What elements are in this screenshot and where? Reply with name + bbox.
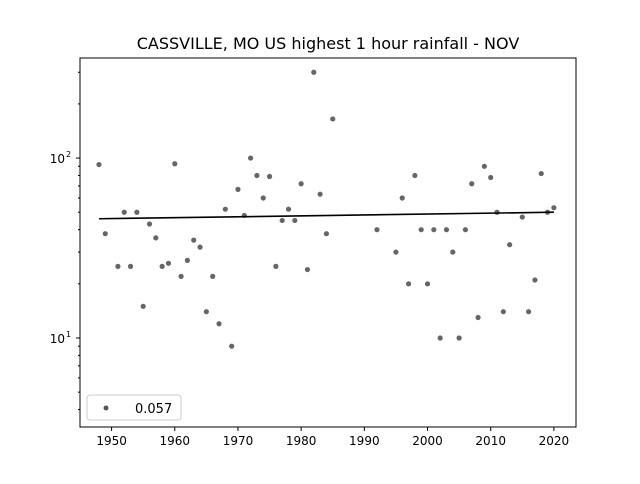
data-point xyxy=(551,205,557,211)
data-point xyxy=(203,309,209,315)
data-point xyxy=(115,263,121,269)
data-point xyxy=(184,257,191,263)
data-point xyxy=(279,217,285,224)
data-point xyxy=(431,227,437,233)
data-point xyxy=(437,335,443,341)
data-point xyxy=(146,221,153,227)
data-point xyxy=(469,181,475,187)
data-point xyxy=(500,309,506,315)
data-point xyxy=(222,206,228,212)
data-point xyxy=(96,161,102,168)
chart-title: CASSVILLE, MO US highest 1 hour rainfall… xyxy=(137,34,520,53)
x-tick-label: 2010 xyxy=(475,434,506,448)
data-point xyxy=(178,273,184,279)
data-point xyxy=(260,195,266,201)
data-point xyxy=(405,281,412,287)
trend-line xyxy=(98,211,554,220)
data-point xyxy=(134,209,140,215)
data-point xyxy=(266,173,273,180)
data-point xyxy=(450,249,456,255)
data-point xyxy=(424,281,431,287)
data-point xyxy=(519,214,525,220)
y-tick-exponent: 2 xyxy=(66,150,71,159)
data-point xyxy=(229,343,235,349)
data-point xyxy=(323,231,330,237)
x-tick-label: 2020 xyxy=(539,434,570,448)
data-point xyxy=(475,314,481,321)
plot-frame xyxy=(79,57,577,428)
x-tick-label: 1980 xyxy=(286,434,317,448)
data-point xyxy=(532,277,538,283)
legend-marker xyxy=(103,405,109,411)
data-point xyxy=(538,170,544,177)
legend-label: 0.057 xyxy=(135,402,172,417)
data-point xyxy=(273,263,279,269)
data-point xyxy=(191,237,197,243)
data-point xyxy=(298,181,304,187)
y-tick-label: 10 xyxy=(50,332,65,346)
data-point xyxy=(443,227,450,233)
data-point xyxy=(399,195,405,201)
data-point xyxy=(197,244,203,250)
data-point xyxy=(159,263,165,269)
y-tick-label: 10 xyxy=(50,152,65,166)
data-point xyxy=(140,303,146,309)
x-tick-label: 1970 xyxy=(223,434,254,448)
data-point xyxy=(216,321,222,327)
x-tick-label: 1990 xyxy=(349,434,380,448)
data-point xyxy=(254,172,260,179)
data-point xyxy=(418,227,424,233)
data-point xyxy=(412,172,418,179)
x-tick-label: 1960 xyxy=(160,434,191,448)
data-point xyxy=(507,242,513,248)
x-tick-label: 1950 xyxy=(96,434,127,448)
data-point xyxy=(311,69,317,75)
data-point xyxy=(153,235,159,241)
data-point xyxy=(127,263,134,269)
legend: 0.057 xyxy=(86,394,182,421)
data-point xyxy=(317,191,323,197)
data-point xyxy=(526,309,532,315)
data-point xyxy=(102,231,108,237)
data-point xyxy=(210,273,216,279)
data-point xyxy=(481,163,487,169)
data-point xyxy=(172,161,178,167)
data-point xyxy=(393,249,399,255)
data-point xyxy=(247,155,254,161)
data-point xyxy=(374,227,380,233)
data-point xyxy=(292,217,298,224)
data-point xyxy=(330,116,336,122)
data-point xyxy=(462,227,469,233)
data-point xyxy=(304,266,311,273)
data-point xyxy=(165,260,172,266)
data-point xyxy=(121,209,127,215)
data-point xyxy=(235,186,241,192)
y-tick-exponent: 1 xyxy=(66,330,71,339)
data-point xyxy=(456,335,462,341)
legend-box xyxy=(86,394,182,421)
data-point xyxy=(285,206,292,212)
data-point xyxy=(488,174,494,181)
x-tick-label: 2000 xyxy=(412,434,443,448)
